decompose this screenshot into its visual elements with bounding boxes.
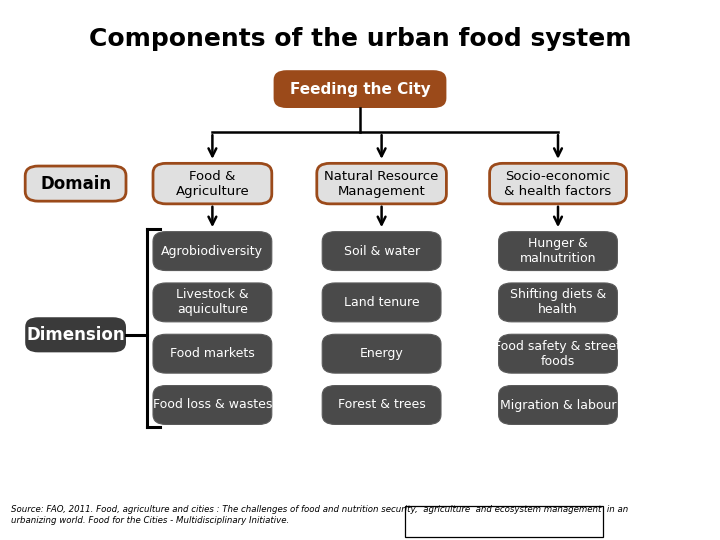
FancyBboxPatch shape — [153, 386, 271, 424]
FancyBboxPatch shape — [153, 163, 271, 204]
Text: Food loss & wastes: Food loss & wastes — [153, 399, 272, 411]
Text: Forest & trees: Forest & trees — [338, 399, 426, 411]
Text: Feeding the City: Feeding the City — [289, 82, 431, 97]
FancyBboxPatch shape — [153, 232, 271, 271]
Text: Source: FAO, 2011. Food, agriculture and cities : The challenges of food and nut: Source: FAO, 2011. Food, agriculture and… — [11, 505, 628, 525]
FancyBboxPatch shape — [25, 166, 126, 201]
Text: Components of the urban food system: Components of the urban food system — [89, 27, 631, 51]
FancyBboxPatch shape — [323, 386, 441, 424]
FancyBboxPatch shape — [274, 70, 446, 108]
FancyBboxPatch shape — [498, 386, 618, 424]
FancyBboxPatch shape — [323, 334, 441, 373]
FancyBboxPatch shape — [498, 283, 618, 322]
Text: Soil & water: Soil & water — [343, 245, 420, 258]
Text: Natural Resource
Management: Natural Resource Management — [325, 170, 438, 198]
FancyBboxPatch shape — [317, 163, 446, 204]
Text: Socio-economic
& health factors: Socio-economic & health factors — [505, 170, 611, 198]
Text: Energy: Energy — [360, 347, 403, 360]
Text: Land tenure: Land tenure — [343, 296, 420, 309]
Text: Livestock &
aquiculture: Livestock & aquiculture — [176, 288, 248, 316]
FancyBboxPatch shape — [153, 283, 271, 322]
FancyBboxPatch shape — [498, 232, 618, 271]
Text: Hunger &
malnutrition: Hunger & malnutrition — [520, 237, 596, 265]
Text: Food &
Agriculture: Food & Agriculture — [176, 170, 249, 198]
FancyBboxPatch shape — [153, 334, 271, 373]
FancyBboxPatch shape — [25, 317, 126, 352]
Text: Domain: Domain — [40, 174, 111, 193]
Text: Food markets: Food markets — [170, 347, 255, 360]
FancyBboxPatch shape — [490, 163, 626, 204]
Text: Food safety & street
foods: Food safety & street foods — [495, 340, 621, 368]
Text: Migration & labour: Migration & labour — [500, 399, 616, 411]
Text: Shifting diets &
health: Shifting diets & health — [510, 288, 606, 316]
FancyBboxPatch shape — [323, 283, 441, 322]
Text: Dimension: Dimension — [27, 326, 125, 344]
Text: Agrobiodiversity: Agrobiodiversity — [161, 245, 264, 258]
FancyBboxPatch shape — [323, 232, 441, 271]
FancyBboxPatch shape — [498, 334, 618, 373]
